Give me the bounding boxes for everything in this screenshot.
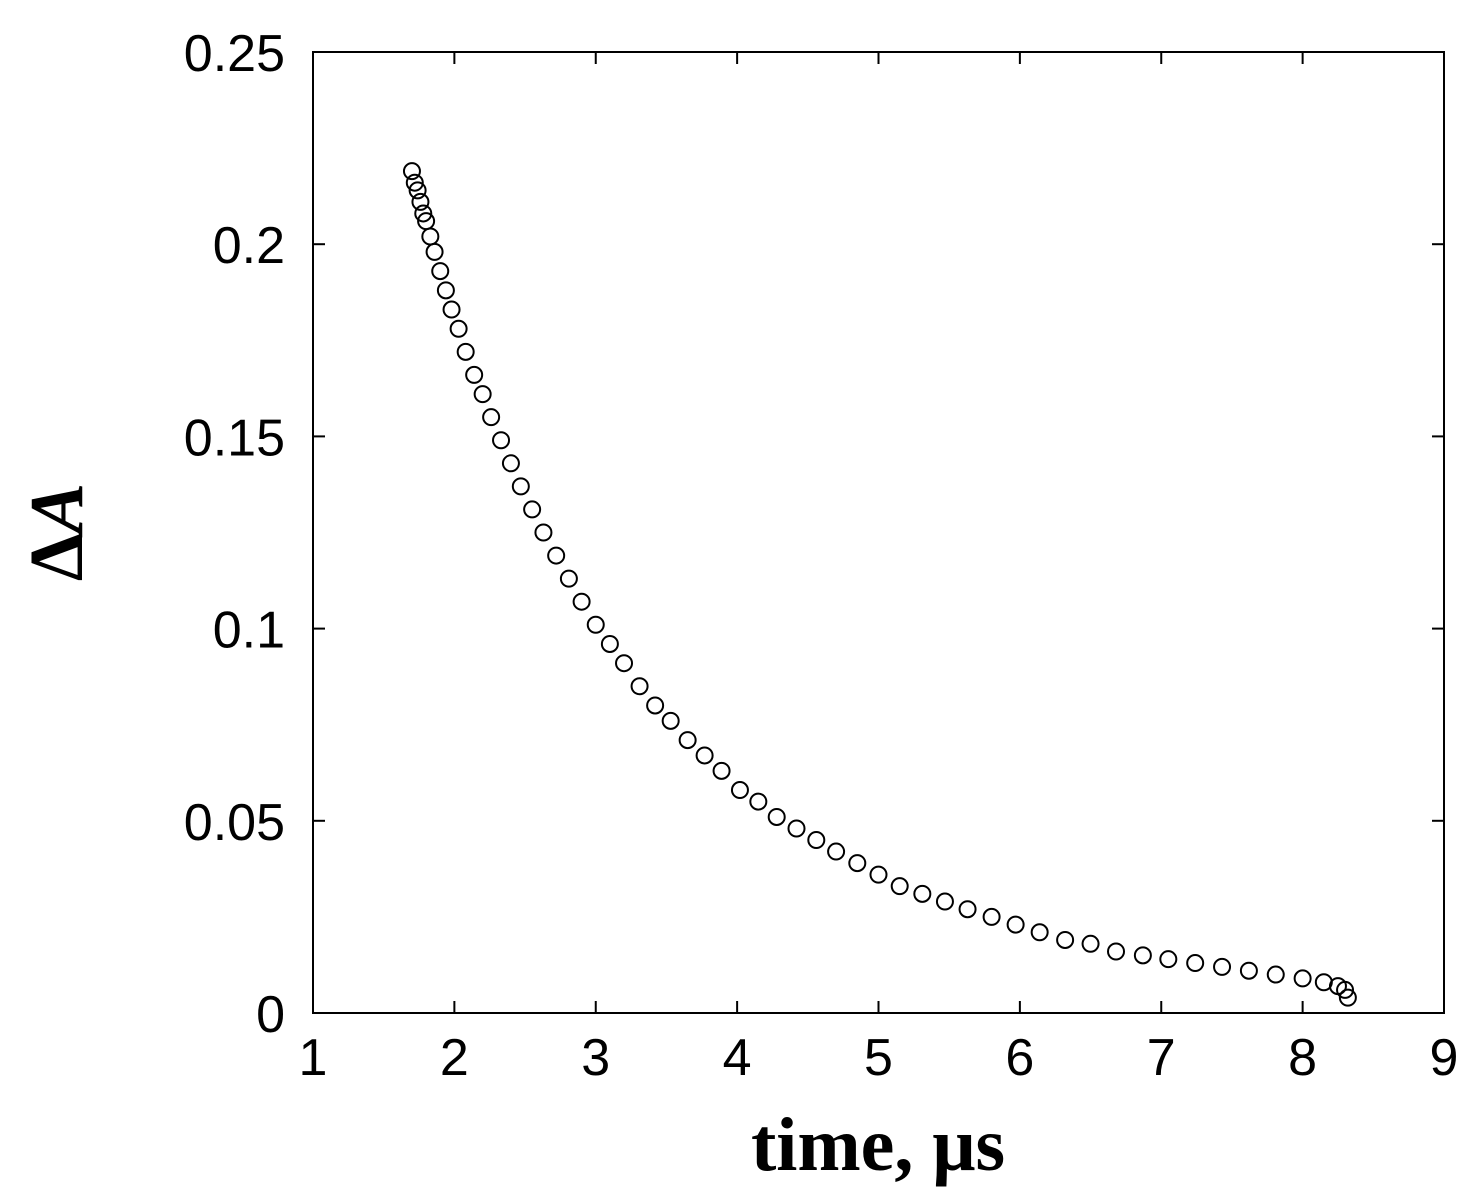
data-point (1030, 923, 1049, 942)
data-point (572, 592, 591, 611)
data-point (1186, 954, 1205, 973)
data-point (408, 181, 427, 200)
data-point (421, 227, 440, 246)
data-point (586, 615, 605, 634)
x-tick-label: 3 (581, 1029, 610, 1087)
x-tick-label: 7 (1147, 1029, 1176, 1087)
data-point (405, 173, 424, 192)
data-point (678, 731, 697, 750)
data-point (1056, 930, 1075, 949)
data-point (534, 523, 553, 542)
data-point (600, 634, 619, 653)
data-point (456, 342, 475, 361)
y-axis-title-variable: A (15, 483, 99, 538)
data-point (630, 677, 649, 696)
data-point (1081, 934, 1100, 953)
data-point (1159, 950, 1178, 969)
data-point (1266, 965, 1285, 984)
y-tick-label: 0.15 (184, 409, 285, 467)
data-point (1006, 915, 1025, 934)
data-point (1133, 946, 1152, 965)
data-point (827, 842, 846, 861)
y-axis-title-prefix: Δ (15, 534, 99, 582)
data-point (465, 365, 484, 384)
data-point (749, 792, 768, 811)
data-point (501, 454, 520, 473)
data-point (787, 819, 806, 838)
x-tick-label: 5 (864, 1029, 893, 1087)
data-point (712, 761, 731, 780)
data-point (1213, 957, 1232, 976)
x-tick-label: 6 (1005, 1029, 1034, 1087)
data-point (523, 500, 542, 519)
x-tick-label: 2 (440, 1029, 469, 1087)
data-point (935, 892, 954, 911)
y-tick-label: 0 (256, 986, 285, 1044)
data-point (695, 746, 714, 765)
data-point (1239, 961, 1258, 980)
x-tick-label: 4 (723, 1029, 752, 1087)
x-tick-label: 9 (1430, 1029, 1459, 1087)
data-point (1336, 980, 1355, 999)
data-point (913, 884, 932, 903)
x-axis-title: time, μs (751, 1103, 1005, 1187)
x-tick-label: 8 (1288, 1029, 1317, 1087)
data-point (869, 865, 888, 884)
data-point (473, 385, 492, 404)
data-point (449, 319, 468, 338)
data-point (730, 781, 749, 800)
data-point (492, 431, 511, 450)
data-point (425, 242, 444, 261)
data-point (1107, 942, 1126, 961)
ticks-layer: 1 2 3 4 5 6 7 8 9 0 0.05 0.1 0.15 0.2 0.25 (184, 25, 1459, 1087)
data-point (615, 654, 634, 673)
data-point (436, 281, 455, 300)
data-point (848, 854, 867, 873)
data-point (411, 192, 430, 211)
data-point (982, 907, 1001, 926)
data-point (414, 204, 433, 223)
y-axis-title: ΔA (15, 483, 99, 581)
y-tick-label: 0.2 (213, 217, 285, 275)
data-point (661, 711, 680, 730)
plot-frame (312, 51, 1445, 1014)
data-point (767, 807, 786, 826)
data-point (442, 300, 461, 319)
data-point (431, 262, 450, 281)
data-point (890, 877, 909, 896)
data-point (511, 477, 530, 496)
data-point (958, 900, 977, 919)
y-tick-label: 0.05 (184, 794, 285, 852)
data-point (1293, 969, 1312, 988)
data-point (646, 696, 665, 715)
data-point (402, 162, 421, 181)
x-tick-label: 1 (299, 1029, 328, 1087)
y-tick-label: 0.1 (213, 602, 285, 660)
data-point (1338, 988, 1357, 1007)
points-layer (402, 162, 1357, 1007)
data-point (559, 569, 578, 588)
data-point (547, 546, 566, 565)
y-tick-label: 0.25 (184, 25, 285, 83)
data-point (807, 831, 826, 850)
data-point (482, 408, 501, 427)
